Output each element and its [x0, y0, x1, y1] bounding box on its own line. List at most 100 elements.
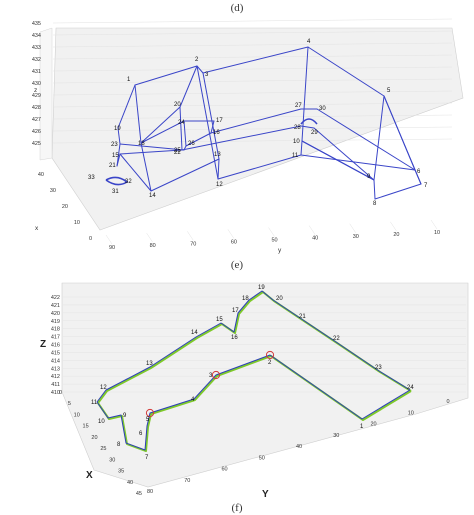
grid-line-z — [52, 126, 453, 132]
route-segment — [183, 120, 187, 147]
point-label: 20 — [276, 296, 283, 302]
point-label: 32 — [125, 179, 132, 185]
route-segment — [210, 108, 302, 134]
axis-label-z: Z — [40, 339, 46, 350]
tick-y: 30 — [333, 433, 339, 439]
grid-line-y — [308, 225, 316, 235]
route-segment — [179, 106, 183, 151]
tick-z: 427 — [32, 117, 41, 123]
point-label: 33 — [88, 175, 95, 181]
grid-line-z — [52, 42, 453, 48]
route-segment — [150, 158, 220, 192]
tick-z: 432 — [32, 57, 41, 63]
route-segment — [196, 65, 219, 180]
route-segment — [134, 65, 198, 86]
ticks-f: 4224214204194184174164154144134124114108… — [40, 295, 450, 500]
point-label: 18 — [242, 296, 249, 302]
route-segment — [373, 95, 385, 181]
grid-line-y — [227, 229, 235, 239]
grid-line-z — [52, 66, 453, 72]
route-segment — [185, 132, 212, 147]
axis-label-y: y — [278, 247, 282, 254]
route-segment — [300, 140, 303, 156]
tick-y: 60 — [221, 467, 227, 473]
caption-d: (d) — [231, 2, 244, 14]
caption-e: (e) — [231, 259, 244, 271]
tick-y: 80 — [150, 243, 156, 249]
point-label: 15 — [216, 317, 223, 323]
chart-f: 4224214204194184174164154144134124114108… — [40, 282, 469, 500]
tick-z: 421 — [51, 303, 60, 309]
waypoint-marker — [145, 408, 155, 418]
tick-z: 417 — [51, 335, 60, 341]
point-label: 11 — [292, 153, 299, 159]
waypoint-marker — [265, 350, 275, 360]
route-segment — [217, 158, 220, 180]
tick-x: 30 — [50, 188, 56, 194]
tick-x: 15 — [83, 424, 89, 430]
point-label: 8 — [117, 442, 121, 448]
tick-y: 10 — [408, 410, 414, 416]
point-label: 1 — [360, 424, 364, 430]
tick-z: 420 — [51, 311, 60, 317]
tick-y: 90 — [109, 245, 115, 251]
point-label: 27 — [295, 103, 302, 109]
point-label: 16 — [231, 335, 238, 341]
point-label: 12 — [100, 385, 107, 391]
point-label: 23 — [375, 365, 382, 371]
point-label: 7 — [145, 455, 149, 461]
point-label: 19 — [114, 126, 121, 132]
tick-z: 426 — [32, 129, 41, 135]
route-segment — [181, 125, 302, 151]
route-segment — [140, 106, 181, 144]
tick-y: 10 — [434, 230, 440, 236]
point-label: 6 — [139, 431, 143, 437]
tick-z: 428 — [32, 105, 41, 111]
point-label: 14 — [149, 193, 156, 199]
point-label: 28 — [294, 125, 301, 131]
tick-x: 5 — [68, 401, 71, 407]
tick-y: 40 — [312, 236, 318, 242]
point-label: 10 — [293, 139, 300, 145]
point-label: 26 — [188, 141, 195, 147]
axis-label-y: Y — [262, 489, 269, 500]
route-lines-e — [105, 46, 422, 200]
route-segment — [140, 120, 185, 144]
caption-f: (f) — [232, 502, 243, 514]
route-segment — [179, 65, 198, 108]
point-label: 4 — [191, 397, 195, 403]
point-label: 3 — [209, 373, 213, 379]
point-label: 6 — [417, 169, 421, 175]
grid-line-z — [52, 102, 453, 108]
route-segment — [117, 127, 121, 145]
route-segment — [202, 46, 309, 74]
tick-z: 418 — [51, 327, 60, 333]
grid-line-y — [349, 223, 356, 233]
point-label: 1 — [127, 77, 131, 83]
grid-line-y — [268, 227, 275, 237]
grid-line-z — [52, 18, 453, 24]
tick-z: 419 — [51, 319, 60, 325]
point-label: 7 — [424, 183, 428, 189]
point-label: 21 — [109, 163, 116, 169]
point-label: 22 — [333, 336, 340, 342]
route-segment — [300, 154, 416, 171]
point-label: 15 — [112, 153, 119, 159]
tick-y: 70 — [184, 478, 190, 484]
grid-line-z — [52, 114, 453, 120]
tick-z: 414 — [51, 358, 60, 364]
point-label: 22 — [174, 150, 181, 156]
tick-x: 20 — [91, 435, 97, 441]
route-segment — [307, 46, 385, 97]
route-segment — [116, 143, 121, 167]
tick-z: 422 — [51, 295, 60, 301]
route-segment — [373, 179, 376, 200]
point-label: 8 — [373, 201, 377, 207]
tick-z: 429 — [32, 93, 41, 99]
point-label: 17 — [216, 118, 223, 124]
tick-y: 0 — [446, 399, 449, 405]
point-label: 12 — [216, 182, 223, 188]
route-segment — [119, 143, 185, 151]
grid-line-y — [187, 231, 194, 241]
